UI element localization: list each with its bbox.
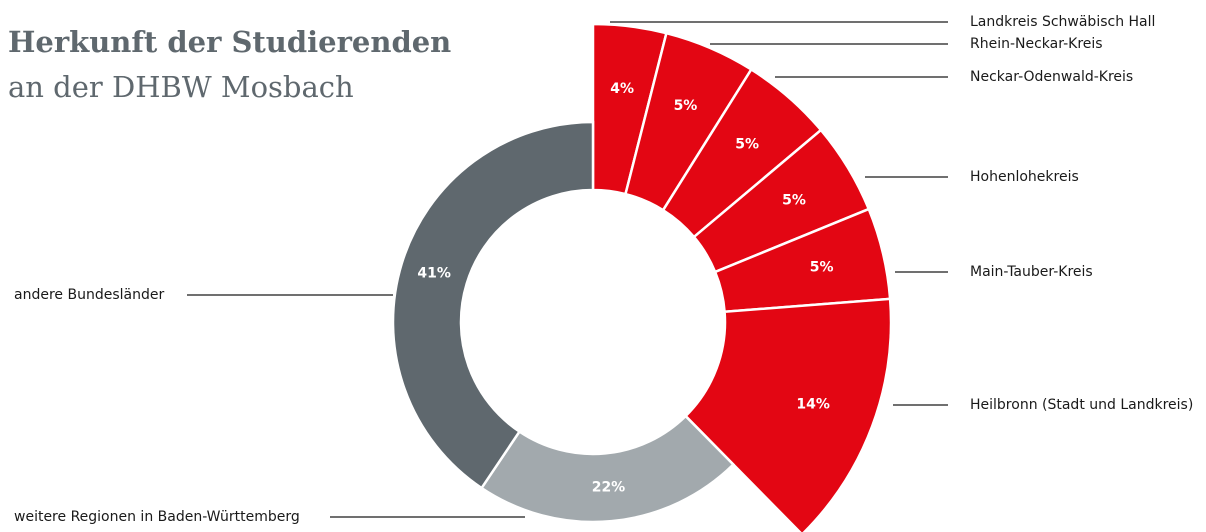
value-label: 14% (796, 396, 830, 412)
category-label: andere Bundesländer (14, 287, 164, 303)
chart-subtitle: an der DHBW Mosbach (8, 70, 354, 104)
value-label: 41% (417, 266, 451, 282)
category-label: Neckar-Odenwald-Kreis (970, 69, 1133, 85)
value-label: 22% (592, 479, 626, 495)
chart-title: Herkunft der Studierenden (8, 25, 451, 59)
slice (391, 120, 595, 490)
category-label: Main-Tauber-Kreis (970, 264, 1093, 280)
category-label: Hohenlohekreis (970, 169, 1079, 185)
value-label: 5% (782, 192, 806, 208)
slice (683, 297, 893, 532)
value-label: 5% (810, 260, 834, 276)
category-label: Rhein-Neckar-Kreis (970, 36, 1103, 52)
value-label: 4% (610, 81, 634, 97)
category-label: weitere Regionen in Baden-Württemberg (14, 509, 300, 525)
value-label: 5% (735, 137, 759, 153)
category-label: Heilbronn (Stadt und Landkreis) (970, 397, 1193, 413)
category-label: Landkreis Schwäbisch Hall (970, 14, 1155, 30)
slice (479, 414, 736, 524)
value-label: 5% (674, 98, 698, 114)
